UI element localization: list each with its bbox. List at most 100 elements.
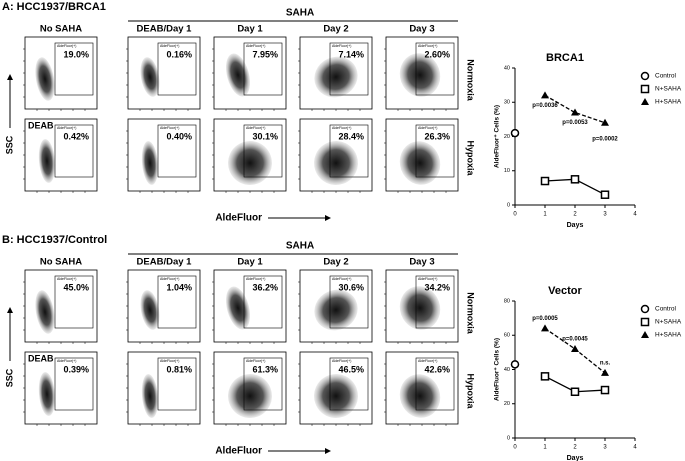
column-label: No SAHA [40, 24, 82, 35]
column-label: Day 2 [323, 24, 348, 35]
x-tick-label: 0 [513, 212, 517, 218]
legend-label: Control [655, 306, 677, 313]
data-point [541, 324, 549, 332]
column-label: Day 1 [237, 257, 263, 268]
gate [243, 275, 283, 329]
percentage: 42.6% [424, 364, 450, 374]
row-label: Hypoxia [466, 140, 476, 176]
column-label: No SAHA [40, 257, 82, 268]
group-label: SAHA [286, 241, 314, 252]
y-tick-label: 0 [507, 435, 510, 441]
y-tick-label: 30 [504, 100, 510, 106]
data-point [570, 387, 580, 397]
x-tick-label: 3 [603, 212, 607, 218]
gate-label: AldeFluor(+) [418, 359, 437, 363]
gate [243, 42, 283, 96]
inset-label: DEAB [28, 120, 54, 130]
cell-cloud [140, 290, 160, 330]
legend-marker [640, 304, 650, 314]
gate [54, 124, 94, 178]
percentage: 26.3% [424, 131, 450, 141]
column-label: DEAB/Day 1 [137, 24, 193, 35]
legend-label: Control [655, 73, 677, 80]
gate [54, 275, 94, 329]
data-point [600, 385, 610, 395]
gate-label: AldeFluor(+) [57, 44, 76, 48]
legend-marker [641, 331, 649, 338]
legend-marker [641, 98, 649, 105]
column-label: Day 2 [323, 257, 348, 268]
gate-label: AldeFluor(+) [246, 359, 265, 363]
y-tick-label: 20 [504, 401, 510, 407]
percentage: 34.2% [424, 282, 450, 292]
percentage: 30.1% [252, 131, 278, 141]
data-point [600, 190, 610, 199]
gate-label: AldeFluor(+) [418, 126, 437, 130]
column-label: Day 3 [409, 24, 434, 35]
gate-label: AldeFluor(+) [57, 126, 76, 130]
x-tick-label: 4 [633, 212, 637, 218]
percentage: 46.5% [338, 364, 364, 374]
percentage: 28.4% [338, 131, 364, 141]
data-point [540, 372, 550, 381]
y-tick-label: 60 [504, 333, 510, 339]
x-axis-label: Days [567, 455, 584, 461]
column-label: DEAB/Day 1 [137, 257, 193, 268]
legend-label: N+SAHA [655, 86, 682, 93]
x-tick-label: 2 [573, 212, 577, 218]
legend-marker [640, 84, 650, 94]
series-line [544, 94, 606, 124]
y-tick-label: 0 [507, 202, 510, 208]
legend-label: N+SAHA [655, 319, 682, 326]
flow-plot [213, 269, 287, 343]
panel-title: B: HCC1937/Control [2, 234, 107, 246]
percentage: 45.0% [63, 282, 89, 292]
gate [157, 357, 197, 411]
y-tick-label: 80 [504, 298, 510, 304]
gate-label: AldeFluor(+) [418, 44, 437, 48]
cell-cloud [228, 141, 272, 185]
x-tick-label: 3 [603, 445, 607, 451]
gate [329, 357, 369, 411]
annotation: p=0.0053 [562, 120, 588, 126]
gate-label: AldeFluor(+) [246, 44, 265, 48]
cell-cloud [399, 374, 441, 418]
gate-label: AldeFluor(+) [57, 359, 76, 363]
data-point [510, 128, 520, 138]
annotation: p=0.0036 [532, 103, 558, 109]
gate-label: AldeFluor(+) [160, 359, 179, 363]
gate-label: AldeFluor(+) [418, 277, 437, 281]
y-tick-label: 40 [504, 65, 510, 71]
gate-label: AldeFluor(+) [57, 277, 76, 281]
y-axis-label: AldeFluor⁺ Cells (%) [494, 338, 501, 401]
gate [243, 124, 283, 178]
cell-cloud [141, 374, 159, 418]
flow-plot [127, 351, 201, 425]
annotation: n.s. [600, 361, 611, 367]
cell-cloud [140, 57, 160, 97]
row-label: Normoxia [466, 292, 476, 335]
cell-cloud [35, 57, 55, 101]
data-point [540, 176, 550, 186]
percentage: 2.60% [424, 49, 450, 59]
y-tick-label: 10 [504, 168, 510, 174]
x-tick-label: 0 [513, 445, 517, 451]
data-point [571, 108, 579, 116]
row-label: Normoxia [466, 59, 476, 102]
gate-label: AldeFluor(+) [332, 44, 351, 48]
column-label: Day 3 [409, 257, 434, 268]
legend-label: H+SAHA [655, 99, 682, 106]
percentage: 0.42% [63, 131, 89, 141]
cell-cloud [141, 141, 159, 185]
cell-cloud [38, 139, 56, 183]
percentage: 30.6% [338, 282, 364, 292]
cell-cloud [35, 290, 55, 334]
cell-cloud [399, 286, 441, 330]
data-point [601, 368, 609, 376]
y-axis-label: SSC [4, 135, 14, 154]
x-axis-label: Days [567, 222, 584, 229]
gate [157, 275, 197, 329]
annotation: p=0.0005 [532, 316, 558, 322]
row-label: Hypoxia [466, 373, 476, 409]
